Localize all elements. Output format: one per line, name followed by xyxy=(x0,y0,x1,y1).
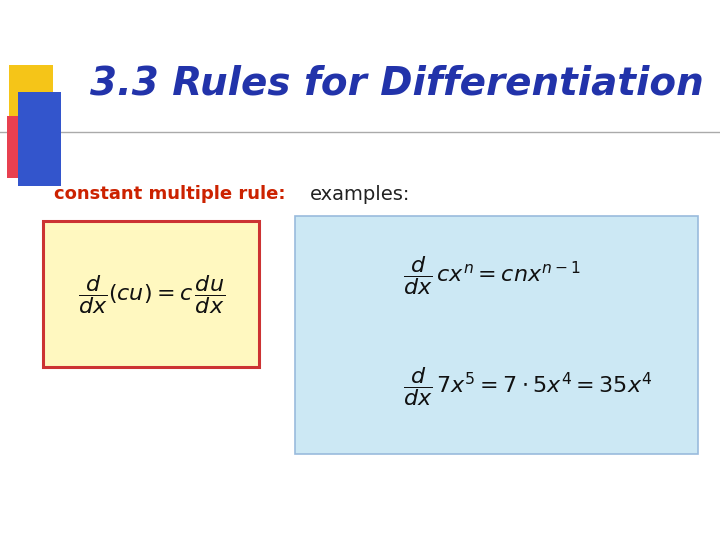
FancyBboxPatch shape xyxy=(43,221,259,367)
Bar xyxy=(9,65,53,122)
Text: $\dfrac{d}{dx}\,cx^{n}=cnx^{n-1}$: $\dfrac{d}{dx}\,cx^{n}=cnx^{n-1}$ xyxy=(403,254,581,297)
Text: $\dfrac{d}{dx}(cu)=c\,\dfrac{du}{dx}$: $\dfrac{d}{dx}(cu)=c\,\dfrac{du}{dx}$ xyxy=(78,273,225,316)
Text: 3.3 Rules for Differentiation: 3.3 Rules for Differentiation xyxy=(90,65,703,103)
Text: constant multiple rule:: constant multiple rule: xyxy=(54,185,286,204)
FancyBboxPatch shape xyxy=(295,216,698,454)
Bar xyxy=(18,92,61,186)
Text: $\dfrac{d}{dx}\,7x^{5}=7\cdot 5x^{4}=35x^{4}$: $\dfrac{d}{dx}\,7x^{5}=7\cdot 5x^{4}=35x… xyxy=(403,364,652,408)
Bar xyxy=(7,116,47,178)
Text: examples:: examples: xyxy=(310,185,410,204)
